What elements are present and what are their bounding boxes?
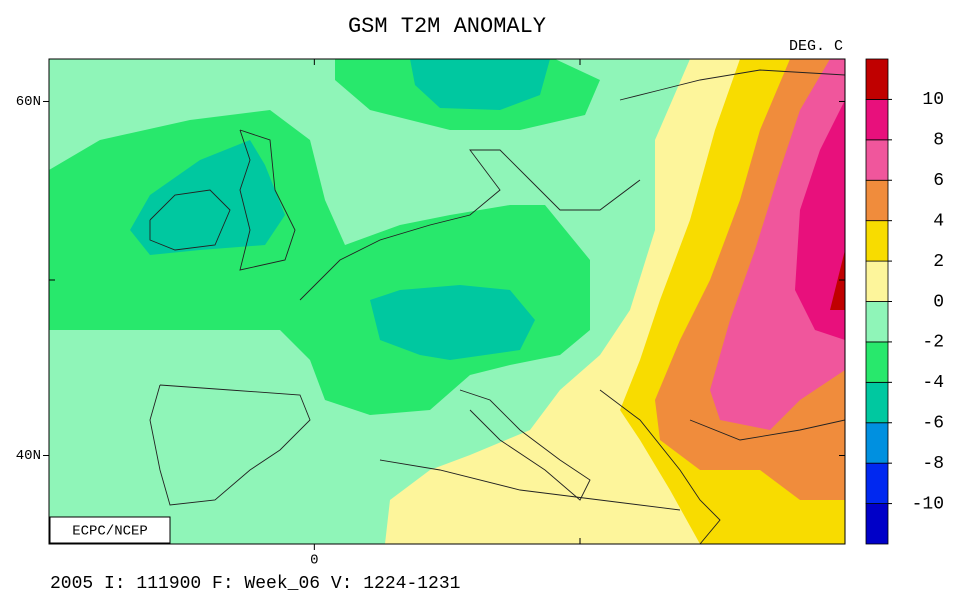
lat-label: 60N <box>16 94 41 110</box>
credit-box <box>49 516 171 544</box>
colorbar-label: 4 <box>933 211 944 231</box>
coastline <box>239 129 296 271</box>
color-box <box>865 381 889 424</box>
field <box>795 100 845 340</box>
color-box <box>865 179 889 222</box>
coastline <box>149 189 231 251</box>
colorbar-label: 10 <box>922 90 944 110</box>
units: DEG. C <box>789 38 843 55</box>
coastline <box>149 384 311 506</box>
field <box>410 59 550 110</box>
coastline <box>299 149 641 301</box>
coastline <box>599 389 721 544</box>
coastline <box>459 389 591 501</box>
color-box <box>865 58 889 100</box>
colorbar-label: 2 <box>933 252 944 272</box>
title: GSM T2M ANOMALY <box>348 14 546 39</box>
lon-label: 0 <box>310 553 318 569</box>
colorbar-label: 0 <box>933 292 944 312</box>
credit: ECPC/NCEP <box>72 524 148 540</box>
field <box>830 250 845 310</box>
map-fields <box>49 59 845 544</box>
color-box <box>865 99 889 141</box>
color-box <box>865 503 889 545</box>
color-box <box>865 260 889 302</box>
coastline <box>619 69 845 101</box>
footer: 2005 I: 111900 F: Week_06 V: 1224-1231 <box>50 574 460 594</box>
color-box <box>865 301 889 343</box>
field <box>370 285 535 360</box>
color-box <box>865 422 889 464</box>
colorbar-label: 6 <box>933 171 944 191</box>
colorbar-label: -4 <box>922 373 944 393</box>
colorbar-label: 8 <box>933 131 944 151</box>
color-box <box>865 462 889 504</box>
color-box <box>865 220 889 262</box>
coastline <box>379 459 681 511</box>
lat-label: 40N <box>16 448 41 464</box>
field <box>130 140 285 255</box>
colorbar-label: -8 <box>922 454 944 474</box>
field <box>710 59 845 430</box>
colorbar-label: -10 <box>912 494 944 514</box>
colorbar-label: -2 <box>922 333 944 353</box>
map-frame <box>48 58 846 545</box>
coastline <box>689 419 845 441</box>
color-box <box>865 139 889 181</box>
colorbar-label: -6 <box>922 414 944 434</box>
color-box <box>865 341 889 383</box>
